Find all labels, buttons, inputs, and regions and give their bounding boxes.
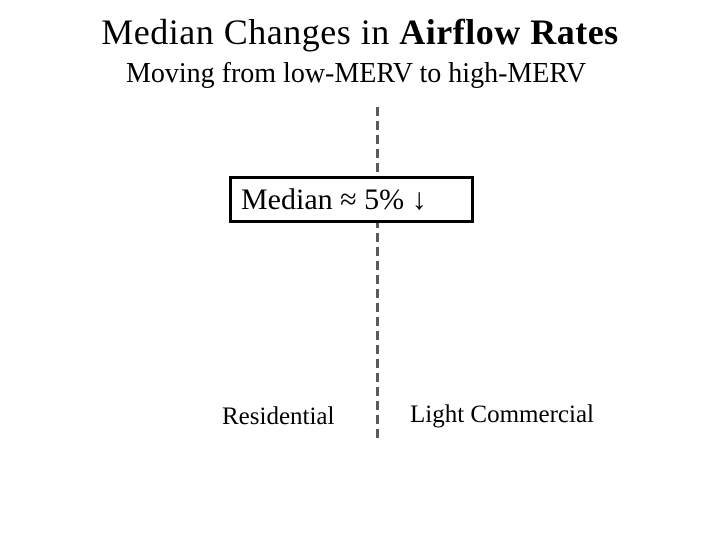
median-callout-label: Median ≈ 5% ↓ (241, 182, 427, 216)
slide-title-bold-text: Airflow Rates (399, 12, 619, 52)
median-callout-box: Median ≈ 5% ↓ (229, 176, 474, 223)
category-label-light-commercial: Light Commercial (410, 401, 594, 428)
category-label-residential: Residential (222, 403, 335, 430)
slide-subtitle: Moving from low-MERV to high-MERV (125, 58, 587, 89)
dashed-vertical-divider-line (376, 107, 379, 440)
slide-title: Median Changes in Airflow Rates (0, 10, 720, 54)
slide-title-regular-text: Median Changes in (101, 12, 400, 52)
